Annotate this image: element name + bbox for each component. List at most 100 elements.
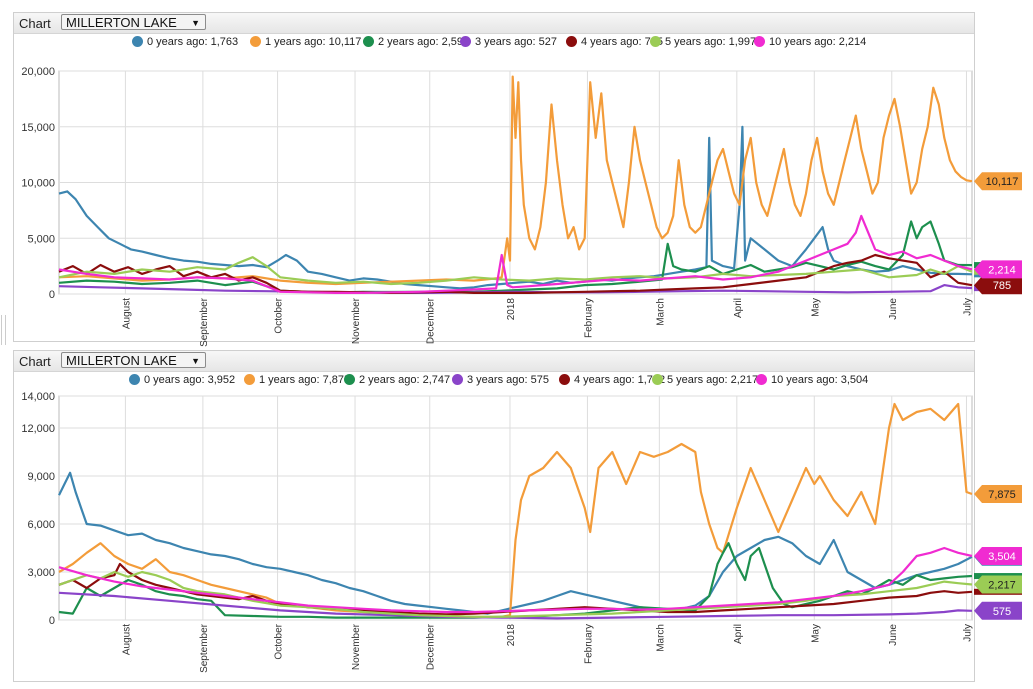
plot-area: 0 5,000 10,000 15,000 20,000 August September O… — [21, 66, 1022, 347]
legend-item[interactable]: 10 years ago: 3,504 — [756, 374, 868, 386]
legend-item[interactable]: 0 years ago: 3,952 — [129, 374, 235, 386]
legend-item[interactable]: 1 years ago: 10,117 — [250, 36, 361, 48]
legend-series-name: 5 years ago: — [667, 374, 731, 386]
y-tick-label: 12,000 — [21, 423, 55, 435]
x-tick-label: July — [962, 298, 973, 316]
value-label-text: 785 — [993, 280, 1011, 292]
legend-swatch — [244, 374, 255, 385]
x-tick-label: September — [199, 297, 210, 347]
legend-series-name: 1 years ago: — [265, 36, 329, 48]
legend-last-value: 7,875 — [322, 374, 351, 386]
x-tick-label: March — [655, 624, 666, 652]
legend-item[interactable]: 10 years ago: 2,214 — [754, 36, 866, 48]
y-tick-label: 0 — [49, 615, 55, 627]
x-tick-label: November — [351, 623, 362, 670]
series-line[interactable] — [58, 75, 973, 286]
x-tick-label: December — [426, 297, 437, 344]
plot-frame — [58, 395, 973, 621]
legend-item[interactable]: 3 years ago: 527 — [460, 36, 557, 48]
chevron-down-icon: ▼ — [191, 356, 200, 366]
series-line[interactable] — [58, 256, 973, 286]
legend-swatch — [132, 36, 143, 47]
x-tick-label: June — [888, 624, 899, 646]
series-line[interactable] — [58, 542, 973, 619]
series-line[interactable] — [58, 562, 973, 616]
legend-swatch — [250, 36, 261, 47]
value-label-flag — [974, 172, 1022, 191]
series-line[interactable] — [58, 402, 973, 618]
value-label-flag — [974, 260, 1022, 279]
legend-swatch — [650, 36, 661, 47]
y-tick-label: 15,000 — [21, 122, 55, 134]
series-line[interactable] — [58, 591, 973, 620]
series-value-label: 10,117 — [974, 172, 1022, 191]
x-tick-label: April — [733, 298, 744, 318]
legend-item[interactable]: 5 years ago: 1,997 — [650, 36, 756, 48]
y-tick-label: 10,000 — [21, 178, 55, 190]
series-value-label: 3,504 — [974, 547, 1022, 565]
x-tick-label: October — [274, 623, 285, 659]
legend-last-value: 2,214 — [838, 36, 867, 48]
legend-item[interactable]: 5 years ago: 2,217 — [652, 374, 758, 386]
series-value-label: 2,214 — [974, 260, 1022, 279]
legend-series-name: 0 years ago: — [144, 374, 208, 386]
legend-series-name: 0 years ago: — [147, 36, 211, 48]
x-tick-label: 2018 — [506, 298, 517, 321]
legend-last-value: 1,763 — [210, 36, 239, 48]
series-line[interactable] — [58, 253, 973, 294]
x-tick-label: December — [426, 623, 437, 670]
x-tick-label: 2018 — [506, 624, 517, 647]
legend-last-value: 3,504 — [840, 374, 869, 386]
legend-last-value: 575 — [530, 374, 549, 386]
chart-panel-1: Chart MILLERTON LAKE ▼ 0 years ago: 1,76… — [13, 12, 1022, 347]
legend-series-name: 10 years ago: — [769, 36, 839, 48]
legend-last-value: 2,747 — [422, 374, 451, 386]
y-tick-label: 6,000 — [27, 519, 55, 531]
x-tick-label: May — [810, 298, 821, 317]
station-select-value: MILLERTON LAKE — [66, 15, 177, 30]
legend-series-name: 4 years ago: — [581, 36, 645, 48]
chart-panel-2: Chart MILLERTON LAKE ▼ 0 years ago: 3,95… — [13, 350, 1022, 682]
value-label-flag — [974, 601, 1022, 620]
value-label-text: 10,117 — [986, 176, 1019, 188]
legend-swatch — [129, 374, 140, 385]
x-tick-label: November — [351, 297, 362, 344]
legend-series-name: 10 years ago: — [771, 374, 841, 386]
series-value-label: 785 — [974, 276, 1022, 295]
x-tick-label: October — [274, 297, 285, 333]
legend-last-value: 3,952 — [207, 374, 236, 386]
series-value-label: 575 — [974, 601, 1022, 620]
legend-swatch — [566, 36, 577, 47]
series-line[interactable] — [58, 214, 973, 294]
x-tick-label: March — [655, 298, 666, 326]
value-label-flag — [974, 575, 1022, 594]
legend-item[interactable]: 1 years ago: 7,875 — [244, 374, 350, 386]
legend-item[interactable]: 0 years ago: 1,763 — [132, 36, 238, 48]
series-value-label: 7,875 — [974, 485, 1022, 503]
series-line[interactable] — [58, 546, 973, 614]
station-select[interactable]: MILLERTON LAKE ▼ — [61, 352, 206, 368]
y-tick-label: 3,000 — [27, 567, 55, 579]
x-tick-label: August — [121, 298, 132, 329]
legend-swatch — [559, 374, 570, 385]
panel-label: Chart — [19, 354, 51, 369]
y-tick-label: 0 — [49, 289, 55, 301]
legend-last-value: 527 — [538, 36, 557, 48]
legend-swatch — [363, 36, 374, 47]
legend-swatch — [754, 36, 765, 47]
value-label-text: 2,214 — [988, 264, 1016, 276]
station-select[interactable]: MILLERTON LAKE ▼ — [61, 14, 206, 30]
legend-item[interactable]: 2 years ago: 2,747 — [344, 374, 450, 386]
x-tick-label: July — [962, 624, 973, 642]
chart-legend: 0 years ago: 1,763 1 years ago: 10,117 2 y… — [14, 36, 974, 52]
value-label-text: 3,504 — [988, 551, 1016, 563]
legend-item[interactable]: 3 years ago: 575 — [452, 374, 549, 386]
value-label-text: 575 — [993, 606, 1011, 618]
y-tick-label: 5,000 — [27, 233, 55, 245]
resize-grip[interactable] — [1, 315, 6, 345]
chevron-down-icon: ▼ — [191, 18, 200, 28]
legend-series-name: 1 years ago: — [259, 374, 323, 386]
legend-swatch — [452, 374, 463, 385]
legend-series-name: 5 years ago: — [665, 36, 729, 48]
series-value-label: 2,217 — [974, 575, 1022, 594]
